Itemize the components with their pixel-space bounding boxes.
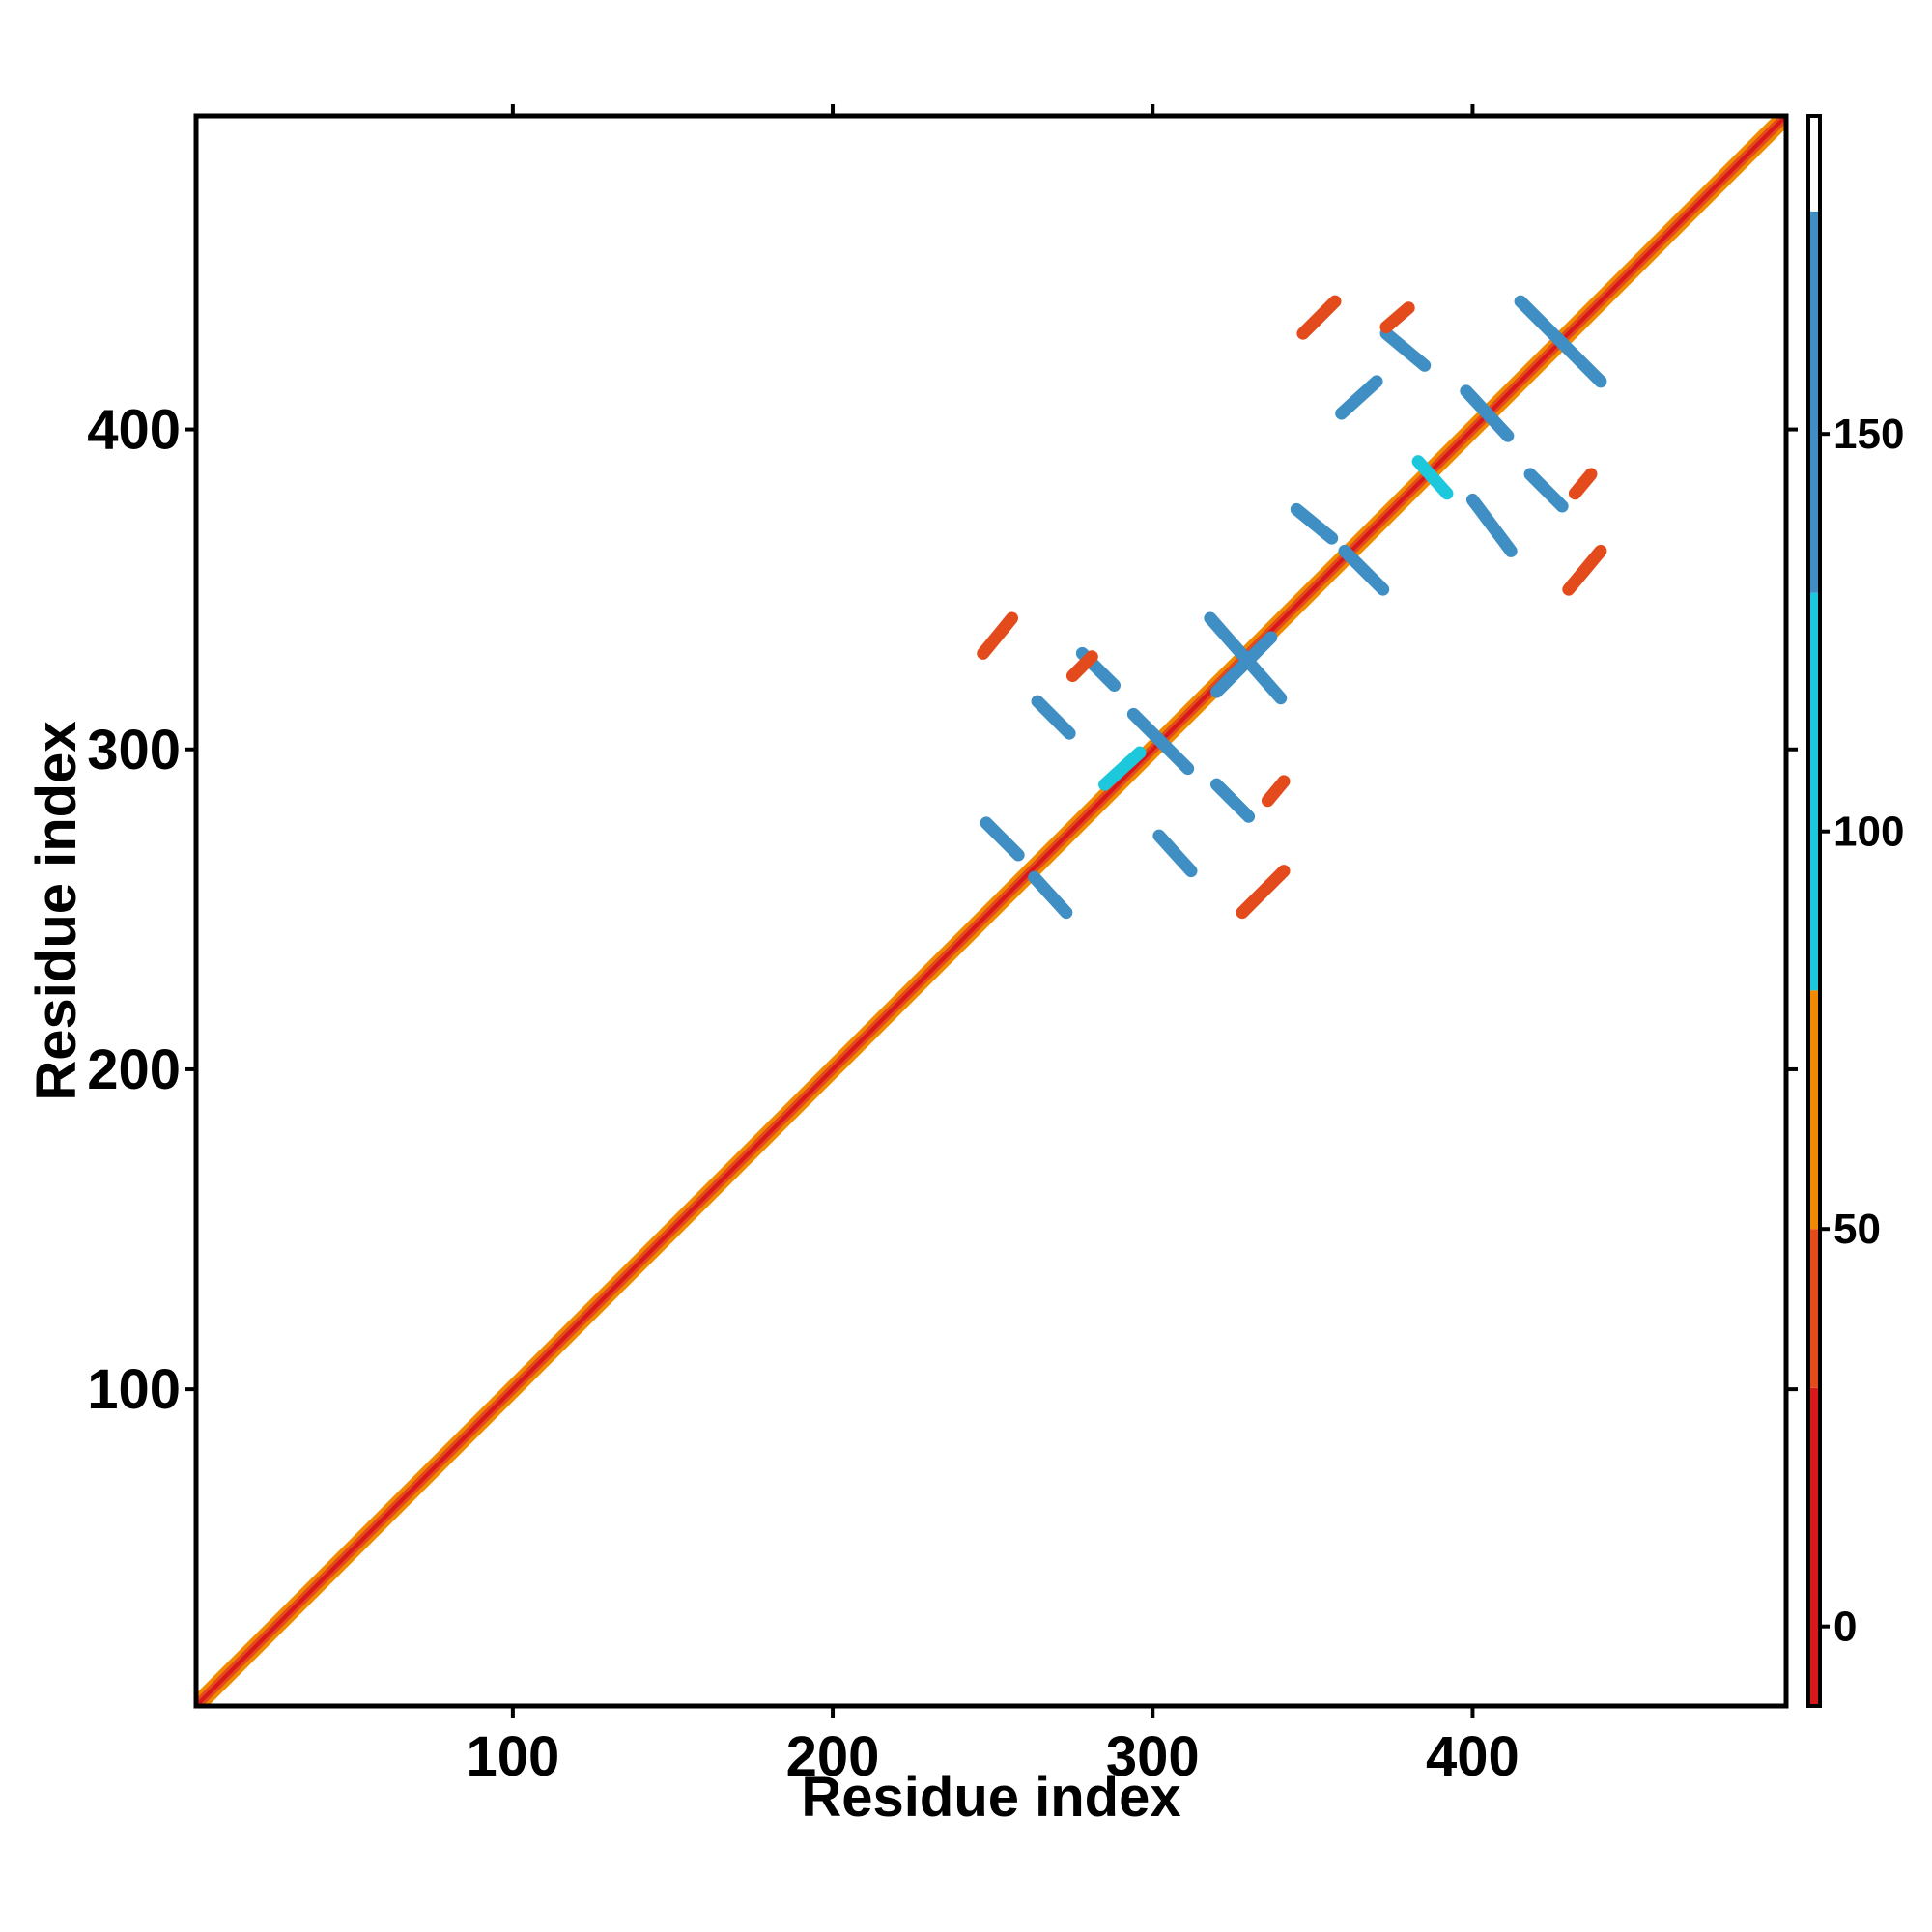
colorbar: 0 50 100 150	[1806, 114, 1904, 1708]
x-axis-title: Residue index	[801, 1766, 1180, 1829]
contact-segment	[1028, 870, 1073, 920]
plot-frame	[193, 113, 1789, 1709]
colorbar-tick-label: 150	[1833, 411, 1904, 458]
contact-segment	[1236, 865, 1291, 920]
y-axis-title: Residue index	[25, 721, 88, 1100]
contact-segment	[1098, 746, 1147, 791]
y-tick-label: 100	[87, 1358, 181, 1421]
contact-segment	[1562, 544, 1607, 596]
contact-segment	[1523, 468, 1569, 513]
colorbar-tick-label: 100	[1833, 809, 1904, 856]
colorbar-segment	[1808, 592, 1820, 991]
heatmap-marks	[196, 116, 1786, 1706]
contact-segment	[1296, 295, 1342, 340]
y-tick-label: 200	[87, 1038, 181, 1101]
colorbar-tick-label: 50	[1833, 1206, 1881, 1253]
colorbar-segment	[1808, 1229, 1820, 1388]
x-tick-label: 400	[1426, 1725, 1520, 1788]
colorbar-tick-label: 0	[1833, 1604, 1857, 1651]
colorbar-segment	[1808, 1387, 1820, 1706]
contact-segment	[1514, 295, 1607, 388]
contact-segment	[1209, 631, 1278, 698]
contact-segment	[1335, 375, 1383, 420]
contact-segment	[1465, 493, 1518, 557]
contact-segment	[1379, 327, 1432, 372]
contact-segment	[1411, 455, 1454, 500]
contact-segment	[1152, 829, 1198, 878]
y-axis: 100 200 300 400	[87, 399, 1798, 1421]
diagonal-band-core	[196, 116, 1786, 1706]
contact-segment	[1338, 544, 1390, 596]
contact-segment	[1065, 650, 1098, 683]
y-tick-label: 300	[87, 719, 181, 781]
contact-segment	[1379, 301, 1415, 334]
colorbar-segment	[1808, 211, 1820, 593]
contact-segment	[977, 611, 1019, 660]
x-tick-label: 100	[466, 1725, 559, 1788]
contact-segment	[1290, 502, 1339, 545]
colorbar-frame	[1806, 114, 1822, 1708]
x-axis: 100 200 300 400	[466, 104, 1520, 1788]
colorbar-segment	[1808, 990, 1820, 1230]
contact-segment	[1126, 707, 1195, 776]
contact-segment	[1031, 695, 1076, 740]
contact-segment	[1261, 775, 1291, 808]
contact-segment	[980, 816, 1025, 862]
colorbar-segment	[1808, 116, 1820, 212]
x-tick-label: 300	[1106, 1725, 1200, 1788]
x-tick-label: 200	[786, 1725, 880, 1788]
contact-segment	[1209, 778, 1256, 823]
contact-segment	[1568, 468, 1598, 500]
y-tick-label: 400	[87, 399, 181, 462]
contact-segment	[1460, 384, 1515, 442]
